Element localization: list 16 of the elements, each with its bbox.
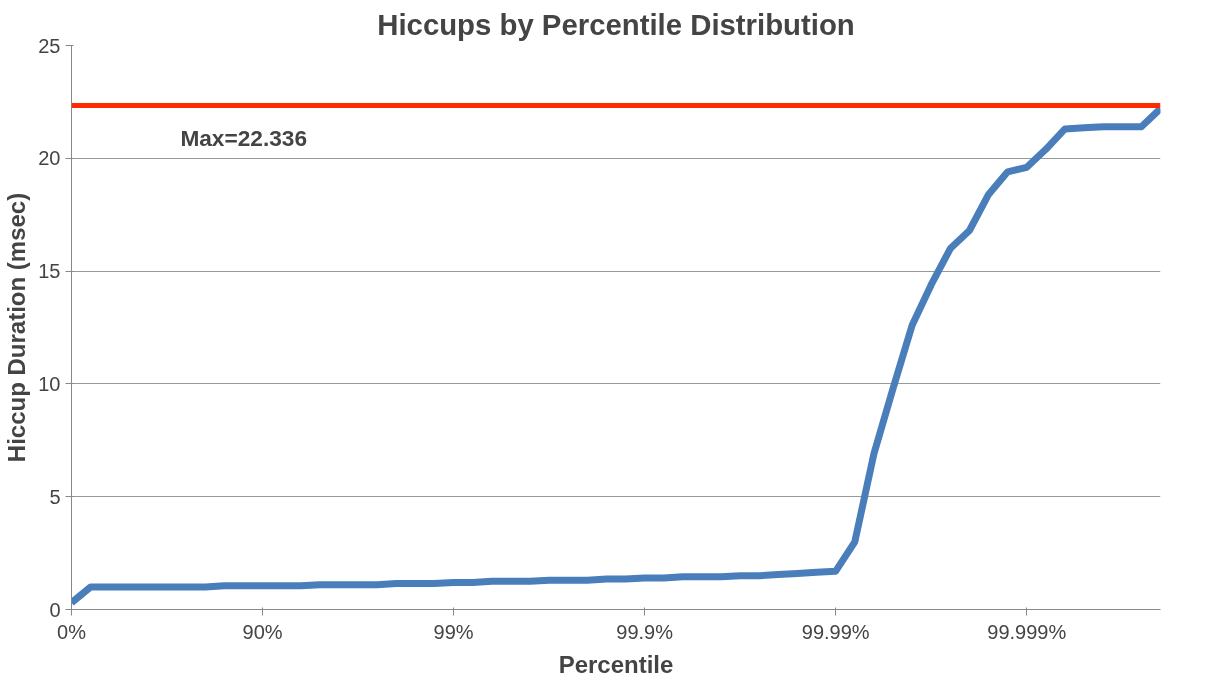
- x-tick-label: 99.9%: [616, 620, 674, 643]
- y-tick-label: 0: [49, 598, 61, 621]
- y-tick-label: 15: [38, 260, 61, 283]
- chart-title: Hiccups by Percentile Distribution: [377, 7, 855, 41]
- ref-line-label: Max=22.336: [180, 124, 308, 151]
- x-tick-label: 0%: [57, 620, 87, 643]
- x-tick-label: 99.999%: [987, 620, 1067, 643]
- y-tick-label: 5: [49, 485, 61, 508]
- x-tick-label: 90%: [242, 620, 283, 643]
- x-axis-title: Percentile: [558, 650, 674, 678]
- y-tick-label: 10: [38, 372, 61, 395]
- x-tick-label: 99%: [433, 620, 474, 643]
- y-axis-title: Hiccup Duration (msec): [3, 192, 31, 463]
- x-tick-label: 99.99%: [801, 620, 870, 643]
- y-tick-label: 20: [38, 147, 61, 170]
- y-tick-label: 25: [38, 34, 61, 57]
